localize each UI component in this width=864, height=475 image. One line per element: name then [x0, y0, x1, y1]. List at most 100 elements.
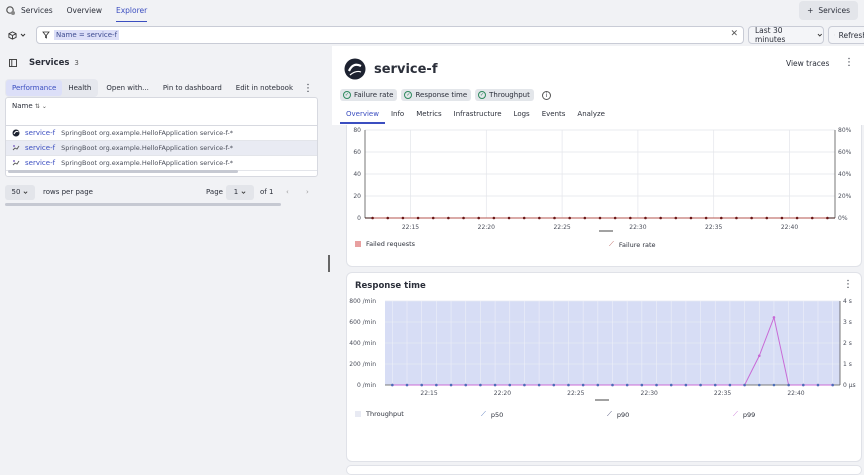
tab-analyze[interactable]: Analyze	[577, 110, 605, 118]
tab-overview[interactable]: Overview	[340, 106, 385, 124]
failure-rate-point	[659, 216, 662, 220]
legend-throughput[interactable]: Throughput	[355, 410, 404, 418]
y-tick-label: 0 /min	[357, 382, 376, 389]
y-tick-label: 80	[353, 127, 361, 134]
table-row[interactable]: service-f SpringBoot org.example.HelloFA…	[6, 141, 317, 156]
overview-scroll-area[interactable]: 0 0% 20 20% 40 40% 60 60% 80 80% 22:15 22:20 22:25 22…	[332, 125, 864, 475]
service-title: service-f	[374, 61, 438, 77]
rows-per-page-label: rows per page	[43, 188, 93, 196]
scope-selector[interactable]	[4, 26, 30, 44]
legend-failure-rate[interactable]: ⟋ Failure rate	[609, 240, 656, 249]
more-actions-icon[interactable]: ⋮	[303, 82, 314, 94]
response-time-chip[interactable]: ✓ Response time	[401, 89, 472, 101]
failure-rate-point	[538, 216, 541, 220]
p50-point	[625, 383, 629, 387]
clear-filter-icon[interactable]: ✕	[730, 29, 738, 39]
x-tick-label: 22:40	[787, 390, 804, 397]
table-horizontal-scrollbar[interactable]	[8, 170, 238, 173]
panel-resize-handle[interactable]	[328, 255, 330, 272]
service-link[interactable]: service-f	[25, 144, 56, 152]
more-options-icon[interactable]: ⋮	[844, 57, 854, 68]
top-nav-bar: Services Overview Explorer + Services	[0, 0, 864, 22]
table-row[interactable]: service-f SpringBoot org.example.HelloFA…	[6, 126, 317, 141]
timeframe-selector[interactable]: Last 30 minutes	[748, 26, 824, 44]
tab-performance[interactable]: Performance	[6, 80, 63, 96]
pin-to-dashboard-button[interactable]: Pin to dashboard	[162, 84, 222, 92]
failure-rate-point	[462, 216, 465, 220]
p50-point	[537, 383, 541, 387]
legend-swatch	[355, 411, 361, 417]
more-options-icon[interactable]: ⋮	[843, 279, 853, 290]
tab-logs[interactable]: Logs	[513, 110, 530, 118]
legend-failed-requests[interactable]: Failed requests	[355, 240, 415, 248]
service-link[interactable]: service-f	[25, 159, 56, 167]
legend-label: Failed requests	[366, 240, 416, 248]
failure-rate-point	[613, 216, 617, 220]
table-row[interactable]: service-f SpringBoot org.example.HelloFA…	[6, 156, 317, 171]
cube-icon	[8, 30, 17, 40]
next-page-icon[interactable]: ›	[306, 188, 309, 196]
p50-point	[802, 383, 805, 387]
info-icon[interactable]: i	[541, 90, 551, 100]
failure-rate-point	[674, 216, 678, 220]
failure-rate-point	[644, 216, 647, 220]
page-size-select[interactable]: 50	[5, 184, 35, 200]
add-services-button[interactable]: + Services	[799, 1, 858, 20]
failure-chart: 0 0% 20 20% 40 40% 60 60% 80 80% 22:15 22:20 22:25 22…	[353, 127, 852, 232]
nav-explorer[interactable]: Explorer	[115, 1, 148, 22]
y2-tick-label: 4 s	[843, 298, 852, 305]
next-card	[346, 465, 862, 475]
legend-p90[interactable]: ⟋ p90	[607, 410, 629, 419]
p50-point	[699, 383, 702, 387]
refresh-button[interactable]: Refresh	[828, 26, 864, 44]
p50-point	[552, 383, 556, 387]
legend-label: Failure rate	[618, 240, 656, 249]
p50-point	[831, 383, 834, 387]
open-with-button[interactable]: Open with...	[106, 84, 149, 92]
chevron-down-icon	[23, 190, 28, 194]
p50-point	[787, 383, 790, 387]
nav-overview[interactable]: Overview	[66, 5, 102, 15]
p50-point	[508, 383, 512, 387]
failure-rate-point	[704, 216, 708, 220]
p50-point	[464, 383, 468, 387]
tab-events[interactable]: Events	[541, 110, 566, 118]
filter-input[interactable]: Name = service-f ✕	[36, 26, 744, 44]
p50-point	[420, 383, 423, 387]
service-logo-icon	[12, 129, 20, 137]
y2-tick-label: 80%	[838, 127, 852, 134]
prev-page-icon[interactable]: ‹	[286, 188, 289, 196]
sort-icon[interactable]: ⇅ ⌄	[34, 103, 47, 110]
throughput-chip[interactable]: ✓ Throughput	[475, 89, 534, 101]
p50-point	[757, 383, 761, 387]
tab-info[interactable]: Info	[390, 110, 405, 118]
page-select[interactable]: 1	[226, 184, 254, 200]
view-traces-button[interactable]: View traces	[786, 59, 830, 68]
failure-rate-point	[689, 216, 693, 220]
tab-infrastructure[interactable]: Infrastructure	[453, 110, 502, 118]
edit-in-notebook-button[interactable]: Edit in notebook	[235, 84, 294, 92]
service-link[interactable]: service-f	[25, 129, 56, 137]
name-column-header[interactable]: Name ⇅ ⌄	[6, 98, 317, 126]
services-table: Name ⇅ ⌄ service-f SpringBoot org.exampl…	[5, 97, 318, 177]
response-time-card: Response time ⋮ 0 /min 0 µs 200 /min 1 s 400…	[346, 272, 862, 462]
filter-query-chip[interactable]: Name = service-f	[54, 30, 120, 40]
nav-services[interactable]: Services	[21, 5, 53, 15]
p50-point	[391, 383, 394, 387]
legend-swatch	[355, 241, 361, 247]
x-tick-label: 22:15	[402, 224, 419, 231]
tab-metrics[interactable]: Metrics	[416, 110, 442, 118]
y-tick-label: 200 /min	[349, 361, 376, 368]
tab-health[interactable]: Health	[68, 84, 92, 92]
pagination: 50 rows per page Page 1 of 1 ‹ ›	[5, 184, 318, 200]
filter-icon	[42, 31, 50, 39]
panel-horizontal-scrollbar[interactable]	[5, 203, 281, 206]
failure-rate-point	[750, 216, 753, 220]
legend-p50[interactable]: ⟋ p50	[481, 410, 503, 419]
failure-rate-point	[371, 216, 374, 220]
sidebar-toggle-icon[interactable]	[9, 59, 17, 67]
column-label: Name	[12, 102, 33, 110]
legend-p99[interactable]: ⟋ p99	[733, 410, 755, 419]
page-size-value: 50	[11, 188, 21, 196]
failure-rate-chip[interactable]: ✓ Failure rate	[340, 89, 398, 101]
